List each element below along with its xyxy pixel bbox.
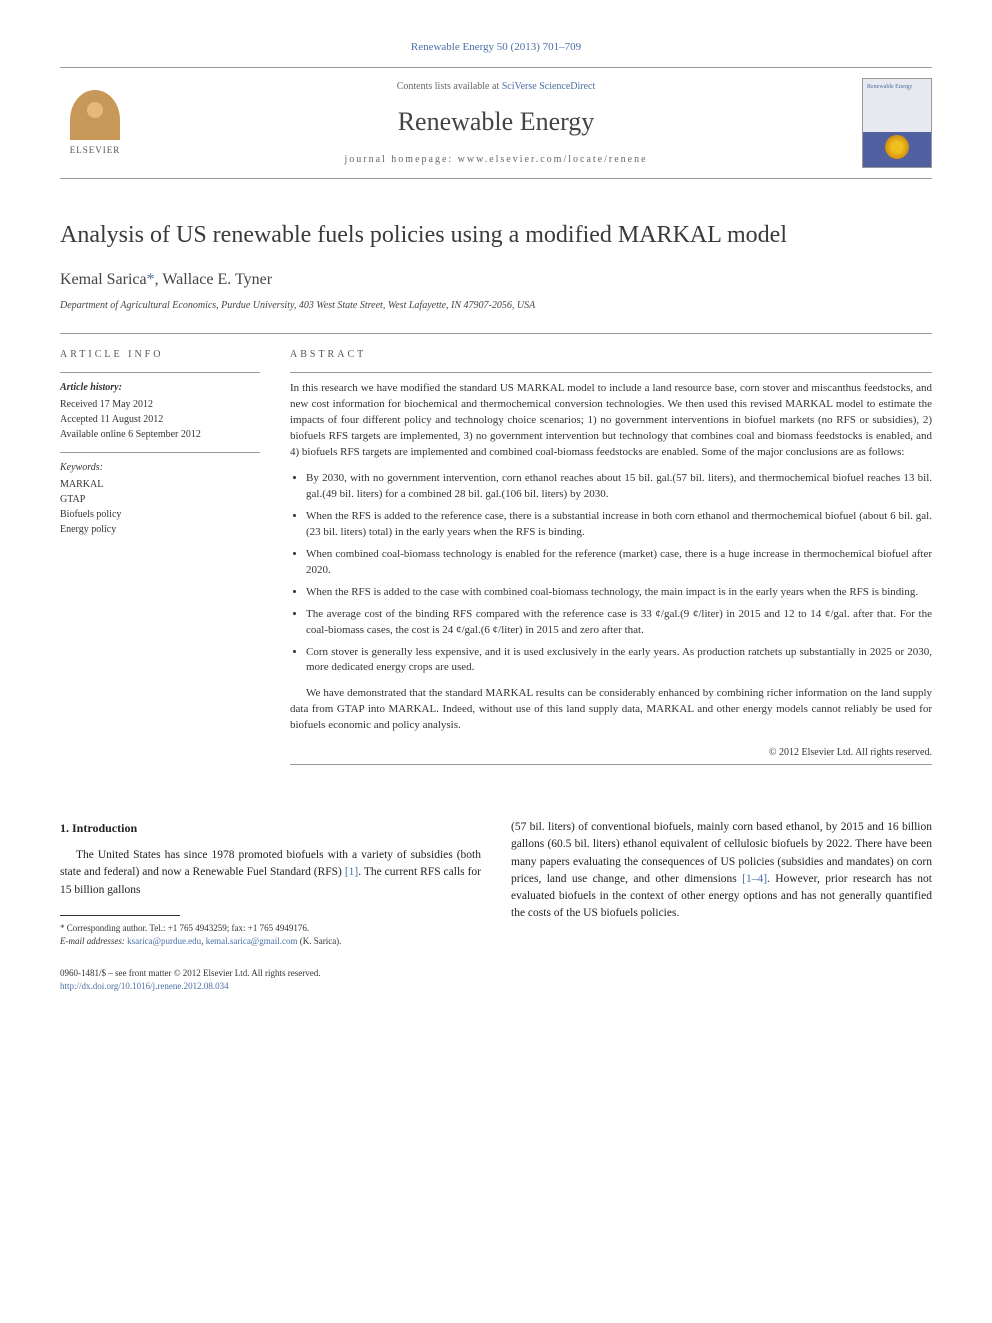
issn-line: 0960-1481/$ – see front matter © 2012 El… — [60, 967, 932, 980]
keyword: GTAP — [60, 492, 260, 507]
abstract-intro: In this research we have modified the st… — [290, 381, 932, 461]
bullet-item: When the RFS is added to the reference c… — [306, 509, 932, 541]
reference-link[interactable]: [1] — [345, 866, 358, 878]
homepage-prefix: journal homepage: — [344, 154, 457, 165]
cover-text: Renewable Energy — [867, 84, 912, 90]
authors: Kemal Sarica*, Wallace E. Tyner — [60, 269, 932, 291]
author-2: , Wallace E. Tyner — [155, 271, 272, 288]
intro-right-column: (57 bil. liters) of conventional biofuel… — [511, 819, 932, 947]
divider — [60, 372, 260, 373]
footnote-divider — [60, 915, 180, 916]
keyword: Energy policy — [60, 522, 260, 537]
sciencedirect-link[interactable]: SciVerse ScienceDirect — [502, 81, 596, 92]
bullet-item: When combined coal-biomass technology is… — [306, 547, 932, 579]
reference-link[interactable]: [1–4] — [742, 873, 767, 885]
journal-header: ELSEVIER Contents lists available at Sci… — [60, 67, 932, 179]
intro-left-column: 1. Introduction The United States has si… — [60, 819, 481, 947]
journal-title: Renewable Energy — [150, 104, 842, 140]
elsevier-tree-icon — [70, 90, 120, 140]
corresponding-author-footnote: * Corresponding author. Tel.: +1 765 494… — [60, 922, 481, 935]
citation: Renewable Energy 50 (2013) 701–709 — [60, 40, 932, 55]
history-received: Received 17 May 2012 — [60, 397, 260, 412]
abstract-label: ABSTRACT — [290, 348, 932, 362]
section-heading-introduction: 1. Introduction — [60, 819, 481, 837]
article-title: Analysis of US renewable fuels policies … — [60, 219, 932, 253]
email-link[interactable]: kemal.sarica@gmail.com — [206, 936, 298, 946]
abstract-copyright: © 2012 Elsevier Ltd. All rights reserved… — [290, 746, 932, 760]
affiliation: Department of Agricultural Economics, Pu… — [60, 299, 932, 313]
bullet-item: By 2030, with no government intervention… — [306, 471, 932, 503]
abstract-conclusion: We have demonstrated that the standard M… — [290, 686, 932, 734]
abstract-bullets: By 2030, with no government intervention… — [306, 471, 932, 676]
article-info-label: ARTICLE INFO — [60, 348, 260, 362]
doi-link[interactable]: http://dx.doi.org/10.1016/j.renene.2012.… — [60, 980, 932, 993]
divider — [290, 372, 932, 373]
intro-paragraph: (57 bil. liters) of conventional biofuel… — [511, 819, 932, 923]
email-link[interactable]: ksarica@purdue.edu — [127, 936, 201, 946]
homepage-line: journal homepage: www.elsevier.com/locat… — [150, 153, 842, 167]
bullet-item: Corn stover is generally less expensive,… — [306, 645, 932, 677]
bottom-info: 0960-1481/$ – see front matter © 2012 El… — [60, 967, 932, 992]
keyword: Biofuels policy — [60, 507, 260, 522]
homepage-url[interactable]: www.elsevier.com/locate/renene — [458, 154, 648, 165]
email-footnote: E-mail addresses: ksarica@purdue.edu, ke… — [60, 935, 481, 948]
abstract-column: ABSTRACT In this research we have modifi… — [290, 348, 932, 779]
contents-prefix: Contents lists available at — [397, 81, 502, 92]
divider — [290, 764, 932, 765]
contents-line: Contents lists available at SciVerse Sci… — [150, 80, 842, 94]
keywords-label: Keywords: — [60, 461, 260, 475]
author-1[interactable]: Kemal Sarica — [60, 271, 147, 288]
divider — [60, 452, 260, 453]
bullet-item: The average cost of the binding RFS comp… — [306, 607, 932, 639]
journal-cover-thumbnail[interactable]: Renewable Energy — [862, 78, 932, 168]
history-accepted: Accepted 11 August 2012 — [60, 412, 260, 427]
history-online: Available online 6 September 2012 — [60, 427, 260, 442]
bullet-item: When the RFS is added to the case with c… — [306, 585, 932, 601]
keyword: MARKAL — [60, 477, 260, 492]
publisher-logo[interactable]: ELSEVIER — [60, 86, 130, 161]
corresponding-marker[interactable]: * — [147, 271, 155, 288]
divider — [60, 333, 932, 334]
history-label: Article history: — [60, 381, 260, 395]
publisher-name: ELSEVIER — [70, 144, 121, 157]
article-info-column: ARTICLE INFO Article history: Received 1… — [60, 348, 260, 779]
intro-paragraph: The United States has since 1978 promote… — [60, 847, 481, 899]
